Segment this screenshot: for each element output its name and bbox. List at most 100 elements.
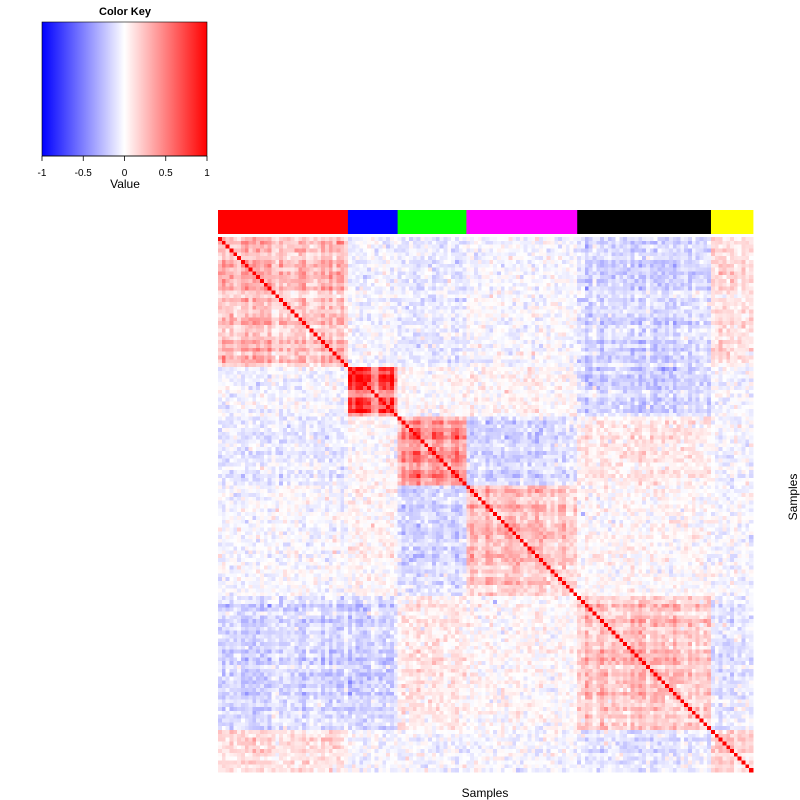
heatmap-cell xyxy=(596,279,601,284)
heatmap-cell xyxy=(470,370,475,375)
heatmap-cell xyxy=(309,332,314,337)
heatmap-cell xyxy=(355,256,360,261)
heatmap-cell xyxy=(535,279,540,284)
heatmap-cell xyxy=(298,286,303,291)
heatmap-cell xyxy=(252,336,257,341)
heatmap-cell xyxy=(642,355,647,360)
heatmap-cell xyxy=(516,324,521,330)
heatmap-cell xyxy=(458,301,463,307)
heatmap-cell xyxy=(321,244,326,249)
heatmap-cell xyxy=(684,237,689,242)
heatmap-cell xyxy=(393,347,398,352)
heatmap-cell xyxy=(340,263,345,268)
heatmap-cell xyxy=(474,301,479,307)
heatmap-cell xyxy=(477,237,483,242)
heatmap-cell xyxy=(225,282,230,288)
heatmap-cell xyxy=(565,298,570,303)
heatmap-cell xyxy=(263,328,269,333)
heatmap-cell xyxy=(592,244,597,249)
heatmap-cell xyxy=(691,317,697,322)
heatmap-cell xyxy=(309,351,314,356)
heatmap-cell xyxy=(504,263,509,268)
heatmap-cell xyxy=(680,363,685,368)
heatmap-cell xyxy=(703,282,708,288)
heatmap-cell xyxy=(237,332,242,337)
heatmap-cell xyxy=(412,344,418,349)
heatmap-cell xyxy=(309,336,314,341)
heatmap-cell xyxy=(592,267,597,272)
heatmap-cell xyxy=(668,313,674,318)
heatmap-cell xyxy=(688,328,693,333)
heatmap-cell xyxy=(561,271,567,276)
heatmap-cell xyxy=(405,351,410,356)
heatmap-cell xyxy=(405,290,410,295)
heatmap-cell xyxy=(539,248,544,253)
heatmap-cell xyxy=(298,256,303,261)
heatmap-cell xyxy=(389,290,395,295)
heatmap-cell xyxy=(477,309,483,314)
heatmap-cell xyxy=(317,328,322,333)
heatmap-cell xyxy=(565,271,570,276)
heatmap-cell xyxy=(500,317,505,322)
heatmap-cell xyxy=(485,290,490,295)
heatmap-cell xyxy=(221,344,226,349)
heatmap-cell xyxy=(363,282,368,288)
heatmap-cell xyxy=(317,359,322,364)
heatmap-cell xyxy=(741,263,746,268)
heatmap-cell xyxy=(642,286,647,291)
heatmap-cell xyxy=(516,237,521,242)
heatmap-cell xyxy=(305,321,311,326)
heatmap-cell xyxy=(504,351,509,356)
heatmap-cell xyxy=(218,347,223,352)
heatmap-cell xyxy=(565,336,570,341)
heatmap-cell xyxy=(646,271,651,276)
heatmap-cell xyxy=(382,324,387,330)
heatmap-cell xyxy=(535,256,540,261)
heatmap-cell xyxy=(321,294,326,299)
heatmap-cell xyxy=(378,309,383,314)
heatmap-cell xyxy=(489,263,494,268)
heatmap-cell xyxy=(646,263,651,268)
heatmap-cell xyxy=(470,363,475,368)
heatmap-cell xyxy=(447,301,452,307)
heatmap-cell xyxy=(271,259,276,265)
heatmap-cell xyxy=(454,351,460,356)
heatmap-cell xyxy=(730,282,735,288)
heatmap-cell xyxy=(367,282,372,288)
heatmap-cell xyxy=(363,237,368,242)
heatmap-cell xyxy=(581,271,586,276)
heatmap-cell xyxy=(726,263,731,268)
heatmap-cell xyxy=(577,366,582,372)
heatmap-cell xyxy=(221,340,226,345)
heatmap-cell xyxy=(336,351,341,356)
heatmap-cell xyxy=(424,252,429,257)
heatmap-cell xyxy=(370,309,376,314)
heatmap-cell xyxy=(382,290,387,295)
heatmap-cell xyxy=(447,336,452,341)
heatmap-cell xyxy=(554,279,559,284)
heatmap-cell xyxy=(516,271,521,276)
heatmap-cell xyxy=(279,252,284,257)
heatmap-cell xyxy=(454,237,460,242)
heatmap-cell xyxy=(527,305,532,310)
heatmap-cell xyxy=(672,259,677,265)
heatmap-cell xyxy=(328,344,333,349)
heatmap-cell xyxy=(328,305,333,310)
heatmap-cell xyxy=(661,313,666,318)
heatmap-cell xyxy=(730,263,735,268)
heatmap-cell xyxy=(516,336,521,341)
heatmap-cell xyxy=(298,267,303,272)
heatmap-cell xyxy=(359,256,364,261)
heatmap-cell xyxy=(309,298,314,303)
heatmap-cell xyxy=(443,366,448,372)
heatmap-cell xyxy=(730,259,735,265)
heatmap-cell xyxy=(317,309,322,314)
heatmap-cell xyxy=(634,244,639,249)
heatmap-cell xyxy=(428,355,433,360)
heatmap-cell xyxy=(332,282,337,288)
heatmap-cell xyxy=(389,286,395,291)
heatmap-cell xyxy=(611,363,616,368)
heatmap-cell xyxy=(225,263,230,268)
heatmap-cell xyxy=(351,298,356,303)
heatmap-cell xyxy=(229,252,234,257)
